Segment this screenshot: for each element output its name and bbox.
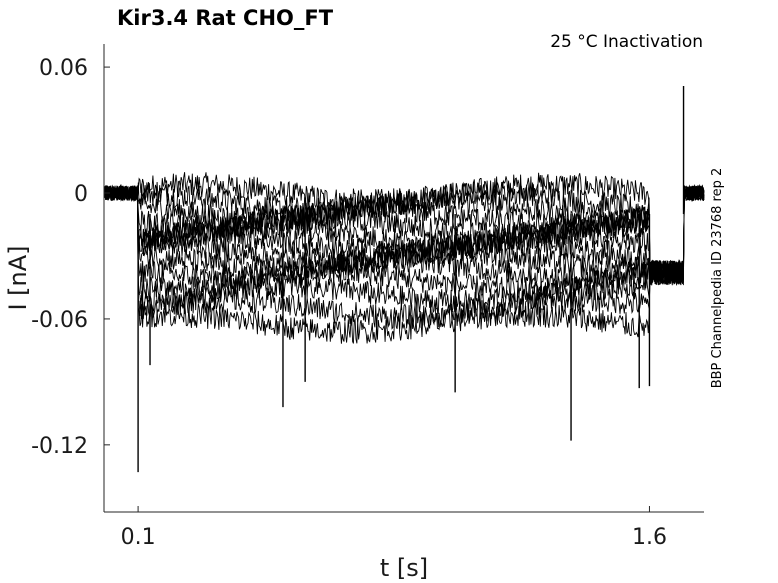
trace-6 bbox=[103, 184, 705, 286]
chart-subtitle: 25 °C Inactivation bbox=[550, 32, 703, 52]
y-axis-title: I [nA] bbox=[4, 245, 32, 310]
y-tick-label: 0.06 bbox=[39, 56, 88, 81]
x-tick-label: 1.6 bbox=[632, 525, 667, 550]
y-tick-label: 0 bbox=[74, 182, 88, 207]
axes: 0.06 0 -0.06 -0.12 0.1 1.6 bbox=[31, 44, 704, 550]
side-note: BBP Channelpedia ID 23768 rep 2 bbox=[710, 168, 725, 389]
chart-title: Kir3.4 Rat CHO_FT bbox=[117, 6, 334, 30]
trace-0 bbox=[103, 172, 705, 285]
trace-12 bbox=[103, 184, 705, 330]
y-tick-label: -0.12 bbox=[31, 434, 88, 459]
x-tick-label: 0.1 bbox=[121, 525, 156, 550]
current-traces bbox=[103, 85, 705, 473]
x-axis-title: t [s] bbox=[380, 554, 428, 582]
y-tick-label: -0.06 bbox=[31, 308, 88, 333]
trace-13 bbox=[103, 185, 705, 344]
trace-9 bbox=[103, 184, 705, 291]
trace-5 bbox=[103, 184, 705, 286]
